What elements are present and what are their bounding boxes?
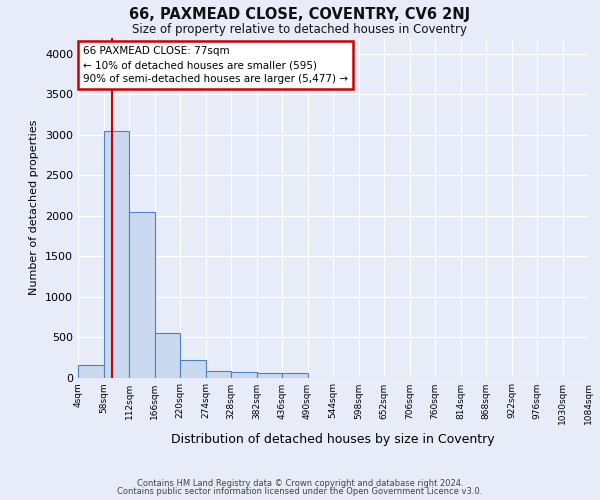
Bar xyxy=(129,212,155,378)
Bar xyxy=(78,366,104,378)
Bar xyxy=(282,374,308,378)
X-axis label: Distribution of detached houses by size in Coventry: Distribution of detached houses by size … xyxy=(171,433,495,446)
Bar xyxy=(155,333,180,378)
Text: 66 PAXMEAD CLOSE: 77sqm
← 10% of detached houses are smaller (595)
90% of semi-d: 66 PAXMEAD CLOSE: 77sqm ← 10% of detache… xyxy=(83,46,348,84)
Text: 66, PAXMEAD CLOSE, COVENTRY, CV6 2NJ: 66, PAXMEAD CLOSE, COVENTRY, CV6 2NJ xyxy=(130,8,470,22)
Bar xyxy=(257,374,282,378)
Text: Contains public sector information licensed under the Open Government Licence v3: Contains public sector information licen… xyxy=(118,488,482,496)
Bar xyxy=(231,372,257,378)
Text: Contains HM Land Registry data © Crown copyright and database right 2024.: Contains HM Land Registry data © Crown c… xyxy=(137,478,463,488)
Text: Size of property relative to detached houses in Coventry: Size of property relative to detached ho… xyxy=(133,22,467,36)
Bar xyxy=(180,360,205,378)
Bar xyxy=(206,371,231,378)
Bar xyxy=(104,130,129,378)
Y-axis label: Number of detached properties: Number of detached properties xyxy=(29,120,40,295)
